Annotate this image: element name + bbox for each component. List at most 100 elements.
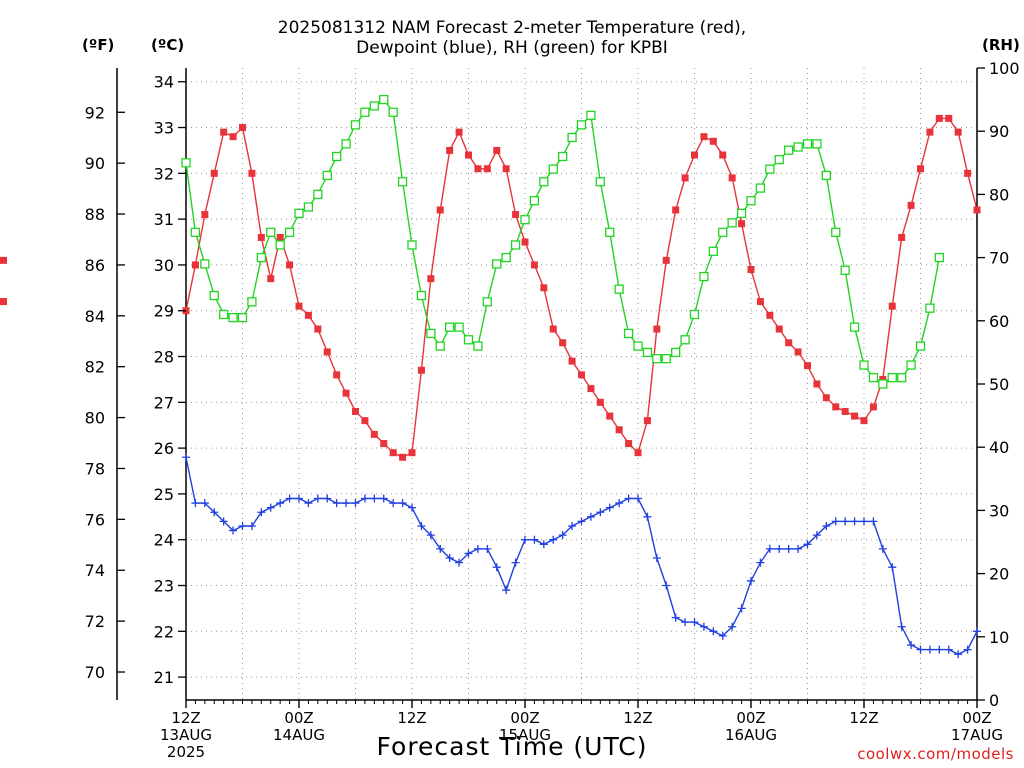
temperature-point <box>0 298 7 306</box>
temperature-point <box>295 302 303 310</box>
temperature-point <box>643 417 651 425</box>
rh-tick-label: 60 <box>989 312 1009 331</box>
rh-point <box>426 328 436 339</box>
temperature-point <box>596 398 604 406</box>
temperature-point <box>578 371 585 379</box>
dewpoint-point <box>266 503 275 512</box>
rh-point <box>671 347 681 358</box>
temperature-point <box>841 407 849 415</box>
dewpoint-point <box>379 494 388 503</box>
dewpoint-point <box>869 517 878 526</box>
rh-point <box>755 183 766 193</box>
dewpoint-point <box>285 494 294 503</box>
rh-point <box>492 259 502 269</box>
temperature-point <box>785 339 793 347</box>
dewpoint-point <box>295 494 303 503</box>
time-tick-label: 14AUG <box>273 726 325 744</box>
chart-title-line-1: 2025081312 NAM Forecast 2-meter Temperat… <box>277 18 747 38</box>
rh-point <box>906 360 916 370</box>
temperature-point <box>869 403 877 411</box>
temperature-point <box>521 238 529 246</box>
temperature-point <box>446 146 454 154</box>
fahrenheit-tick-label: 84 <box>85 307 105 326</box>
rh-point <box>445 322 455 332</box>
rh-point <box>576 120 587 130</box>
dewpoint-point <box>803 540 812 549</box>
temperature-point <box>926 128 934 136</box>
celsius-tick-label: 34 <box>154 73 174 92</box>
temperature-point <box>380 440 388 448</box>
rh-point <box>652 354 662 364</box>
temperature-point <box>945 114 953 122</box>
dewpoint-point <box>634 494 642 503</box>
rh-point <box>793 142 803 152</box>
temperature-point <box>719 151 727 159</box>
celsius-tick-label: 23 <box>154 577 174 596</box>
dewpoint-point <box>728 622 737 631</box>
dewpoint-point <box>276 499 285 508</box>
rh-point <box>454 322 464 332</box>
rh-point <box>369 101 379 111</box>
rh-tick-label: 70 <box>989 249 1009 268</box>
temperature-point <box>229 133 237 141</box>
rh-point <box>567 132 577 143</box>
dewpoint-point <box>342 499 351 508</box>
temperature-point <box>512 211 520 219</box>
celsius-axis-unit: (ºC) <box>151 36 185 54</box>
temperature-point <box>964 169 972 177</box>
rh-point <box>868 373 879 383</box>
dewpoint-point <box>888 563 897 572</box>
time-tick-label: 12Z <box>171 709 200 727</box>
dewpoint-point <box>210 508 219 517</box>
celsius-tick-label: 27 <box>154 393 174 412</box>
rh-point <box>849 322 860 332</box>
rh-point <box>548 164 558 174</box>
temperature-point <box>615 426 623 434</box>
rh-point <box>181 158 191 168</box>
dewpoint-point <box>963 645 972 654</box>
temperature-point <box>333 371 341 379</box>
rh-point <box>689 309 700 320</box>
temperature-point <box>662 256 670 264</box>
rh-point <box>219 309 229 320</box>
dewpoint-point <box>257 508 266 517</box>
rh-point <box>887 373 897 383</box>
rh-point <box>642 347 653 358</box>
rh-point <box>774 154 784 165</box>
time-tick-label: 15AUG <box>499 726 551 744</box>
fahrenheit-tick-label: 86 <box>85 256 105 275</box>
rh-tick-label: 20 <box>989 565 1009 584</box>
rh-point <box>831 227 841 237</box>
time-tick-label: 00Z <box>284 709 313 727</box>
temperature-point <box>0 256 7 264</box>
x-axis-title: Forecast Time (UTC) <box>376 732 648 761</box>
rh-point <box>736 208 747 219</box>
dewpoint-point <box>200 499 209 508</box>
temperature-point <box>530 261 538 269</box>
dewpoint-point <box>219 517 228 526</box>
dewpoint-point <box>897 622 906 631</box>
dewpoint-point <box>313 494 322 503</box>
rh-point <box>718 227 728 237</box>
temperature-point <box>559 339 567 347</box>
fahrenheit-tick-label: 90 <box>85 154 105 173</box>
temperature-point <box>653 325 661 333</box>
dewpoint-point <box>756 558 765 567</box>
celsius-tick-label: 31 <box>154 210 174 229</box>
rh-point <box>303 202 314 212</box>
temperature-point <box>474 165 482 173</box>
rh-tick-label: 0 <box>989 691 999 710</box>
dewpoint-point <box>426 531 435 540</box>
celsius-tick-label: 28 <box>154 348 174 367</box>
fahrenheit-tick-label: 72 <box>85 612 105 631</box>
celsius-tick-label: 26 <box>154 439 174 458</box>
rh-point <box>680 335 690 345</box>
dewpoint-point <box>605 503 614 512</box>
rh-point <box>350 120 361 130</box>
dewpoint-point <box>850 517 859 526</box>
time-tick-label: 13AUG <box>160 726 212 744</box>
temperature-point <box>709 137 717 145</box>
rh-point <box>859 360 869 370</box>
dewpoint-point <box>360 494 369 503</box>
